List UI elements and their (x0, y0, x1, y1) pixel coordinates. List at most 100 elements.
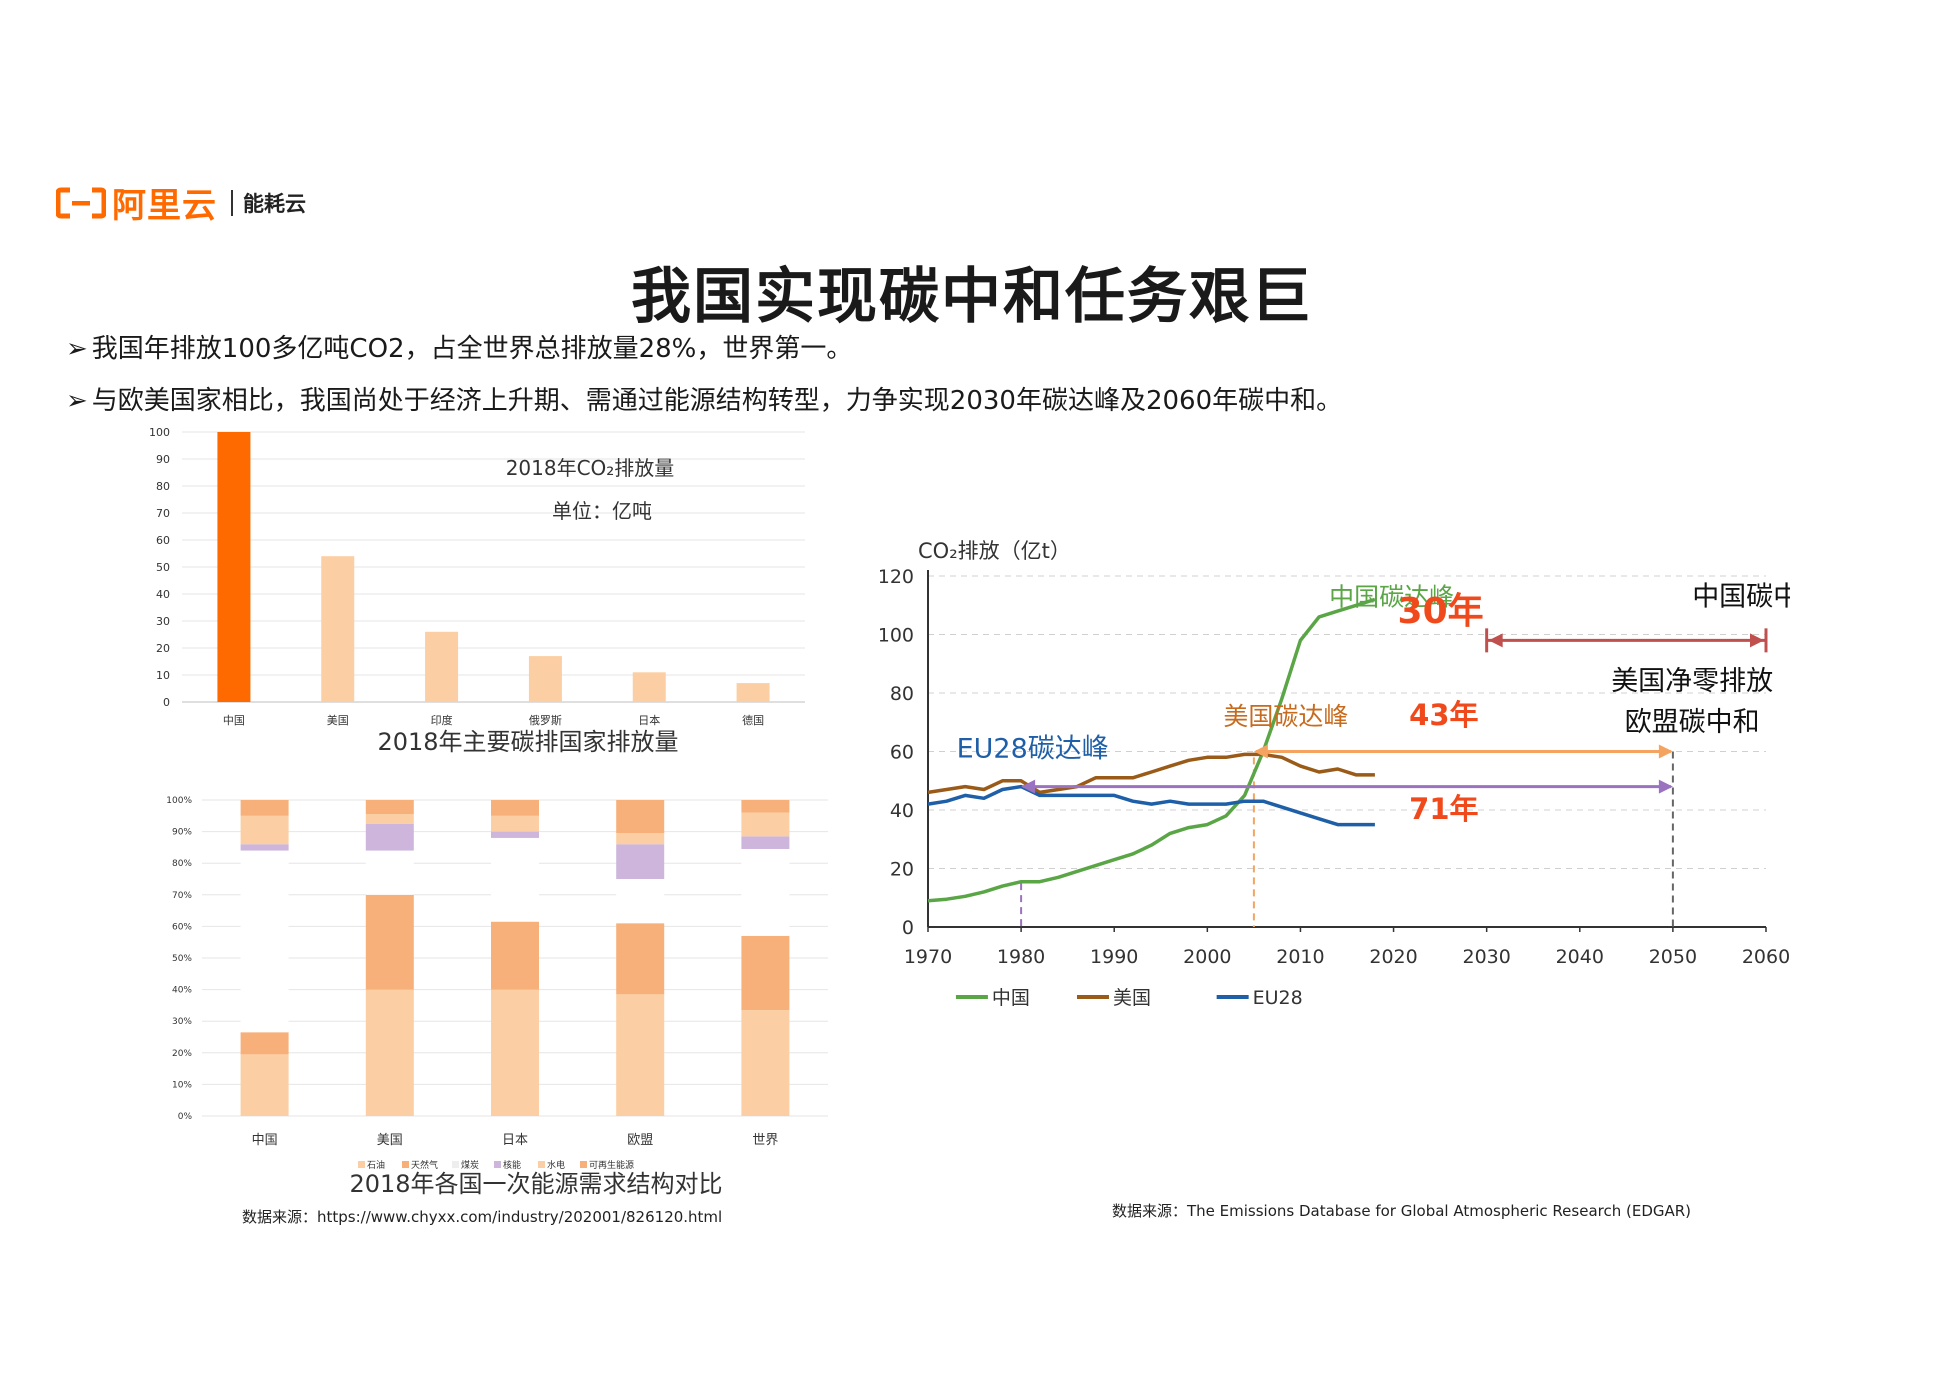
legend-label: 中国 (992, 987, 1030, 1009)
y-tick-label: 120 (880, 566, 914, 588)
x-tick-label: 德国 (742, 713, 764, 727)
x-tick-label: 欧盟 (627, 1133, 653, 1148)
legend-swatch (452, 1161, 459, 1168)
brand-divider (231, 189, 233, 216)
y-tick-label: 100 (149, 426, 170, 439)
x-tick-label: 中国 (252, 1133, 278, 1148)
x-tick-label: 日本 (502, 1133, 528, 1148)
stack-可再生能源-美国 (365, 800, 414, 815)
stack-石油-世界 (741, 1010, 790, 1116)
annotation-us-netzero: 美国净零排放 (1611, 666, 1773, 697)
bar-德国 (736, 683, 770, 702)
legend-swatch (402, 1161, 409, 1168)
y-tick-label: 90% (172, 828, 192, 838)
x-tick-label: 2010 (1276, 946, 1324, 968)
annotation-eu-neutral: 欧盟碳中和 (1625, 707, 1760, 738)
stack-煤炭-日本 (491, 837, 539, 922)
legend-label: 水电 (547, 1159, 565, 1171)
span-71-arrow-head-left (1021, 779, 1036, 794)
stack-煤炭-世界 (741, 848, 790, 936)
page-title: 我国实现碳中和任务艰巨 (631, 262, 1313, 332)
y-tick-label: 40 (156, 588, 170, 601)
stack-核能-中国 (240, 844, 289, 851)
x-tick-label: 1970 (904, 946, 952, 968)
stack-天然气-日本 (491, 921, 539, 990)
annotation-eu-peak: EU28碳达峰 (957, 733, 1109, 764)
y-axis-label: CO₂排放（亿t） (918, 539, 1071, 563)
stack-核能-日本 (491, 831, 539, 838)
bullet-2: ➢ 与欧美国家相比，我国尚处于经济上升期、需通过能源结构转型，力争实现2030年碳… (66, 380, 1342, 417)
x-tick-label: 1990 (1090, 946, 1138, 968)
y-tick-label: 30 (156, 615, 170, 628)
stack-可再生能源-日本 (491, 800, 539, 816)
stack-天然气-欧盟 (616, 923, 665, 995)
annotation-cn-neutral: 中国碳中和 (1692, 581, 1790, 612)
series-line-中国 (927, 597, 1376, 903)
y-tick-label: 10 (156, 669, 170, 682)
x-tick-label: 日本 (638, 713, 660, 727)
stack-水电-世界 (741, 812, 790, 837)
stack-天然气-世界 (741, 935, 790, 1011)
legend-swatch (580, 1161, 587, 1168)
span-43-arrow-head-right (1658, 744, 1673, 759)
x-tick-label: 2030 (1462, 946, 1510, 968)
y-tick-label: 80 (156, 480, 170, 493)
stack-水电-中国 (240, 815, 289, 845)
bullet-2-text: 与欧美国家相比，我国尚处于经济上升期、需通过能源结构转型，力争实现2030年碳达… (91, 386, 1343, 416)
y-tick-label: 50 (156, 561, 170, 574)
chart-title: 2018年各国一次能源需求结构对比 (349, 1170, 722, 1198)
y-tick-label: 40 (890, 800, 914, 822)
x-tick-label: 美国 (327, 714, 349, 727)
legend-swatch (494, 1161, 501, 1168)
legend-label: 可再生能源 (589, 1159, 634, 1171)
x-tick-label: 世界 (752, 1133, 778, 1148)
stack-天然气-美国 (365, 894, 414, 990)
stack-天然气-中国 (240, 1032, 289, 1055)
brand-name: 阿里云 (112, 186, 217, 226)
y-tick-label: 60% (172, 922, 192, 932)
bar-印度 (425, 631, 459, 702)
legend-swatch (358, 1161, 365, 1168)
source-left: 数据来源：https://www.chyxx.com/industry/2020… (242, 1208, 723, 1226)
stack-石油-日本 (491, 989, 539, 1116)
x-tick-label: 2000 (1183, 946, 1231, 968)
annotation-43-years: 43年 (1409, 698, 1478, 732)
y-tick-label: 10% (172, 1080, 192, 1090)
span-43-arrow-head-left (1253, 744, 1268, 759)
energy-structure-chart: 0% 10% 20% 30% 40% 50% 60% 70% 80% 90% 100% 中国 美国 日本 欧… (166, 796, 828, 1198)
y-tick-label: 20% (172, 1049, 192, 1059)
y-tick-label: 70 (156, 507, 170, 520)
chart-annotation-title: 2018年CO₂排放量 (506, 456, 675, 480)
stack-可再生能源-欧盟 (616, 800, 665, 834)
series-line-美国 (927, 752, 1375, 795)
legend-label: EU28 (1253, 987, 1303, 1009)
bullet-1: ➢ 我国年排放100多亿吨CO2，占全世界总排放量28%，世界第一。 (66, 328, 852, 365)
stack-石油-欧盟 (616, 994, 665, 1116)
stack-水电-欧盟 (616, 833, 665, 845)
source-right: 数据来源：The Emissions Database for Global A… (1112, 1202, 1692, 1220)
y-tick-label: 50% (172, 954, 192, 964)
y-tick-label: 80 (890, 683, 914, 705)
stack-石油-美国 (365, 989, 414, 1116)
chart-title: 2018年主要碳排国家排放量 (377, 728, 678, 756)
x-tick-label: 2040 (1556, 946, 1604, 968)
y-tick-label: 20 (156, 642, 170, 655)
legend-label: 美国 (1113, 987, 1151, 1009)
x-tick-label: 2060 (1742, 946, 1790, 968)
bar-俄罗斯 (528, 656, 562, 702)
stack-核能-美国 (365, 823, 414, 851)
brand-subtitle: 能耗云 (243, 191, 306, 216)
legend-swatch (538, 1161, 545, 1168)
stack-核能-世界 (741, 836, 790, 849)
series-line-EU28 (927, 784, 1375, 827)
stack-可再生能源-世界 (741, 800, 790, 813)
x-tick-label: 印度 (431, 713, 453, 727)
x-tick-label: 俄罗斯 (529, 714, 562, 727)
brand-logo: 阿里云 能耗云 (56, 178, 306, 227)
y-tick-label: 90 (156, 453, 170, 466)
y-tick-label: 60 (890, 742, 914, 764)
x-tick-label: 2050 (1649, 946, 1697, 968)
y-tick-label: 0% (178, 1112, 193, 1122)
legend-label: 天然气 (411, 1159, 438, 1171)
stack-核能-欧盟 (616, 844, 665, 879)
